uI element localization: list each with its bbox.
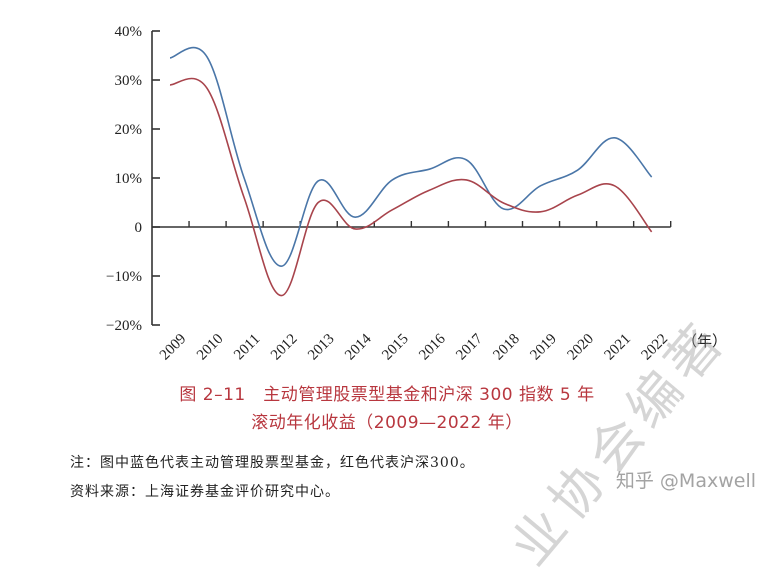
y-tick-label: 20% xyxy=(115,122,143,138)
x-tick-label: 2021 xyxy=(602,331,635,364)
x-tick-label: 2010 xyxy=(194,331,227,364)
x-tick-label: 2013 xyxy=(305,331,338,364)
x-tick-label: 2016 xyxy=(416,331,449,364)
y-tick-label: −20% xyxy=(106,318,142,334)
y-tick-label: −10% xyxy=(106,269,142,285)
x-tick-label: 2018 xyxy=(490,331,523,364)
x-tick-label: 2015 xyxy=(379,331,412,364)
x-axis-unit-label: （年） xyxy=(682,333,727,350)
figure-source: 资料来源：上海证券基金评价研究中心。 xyxy=(70,484,340,500)
y-tick-label: 10% xyxy=(115,171,143,187)
x-tick-label: 2014 xyxy=(342,331,375,364)
y-tick-label: 30% xyxy=(115,73,143,89)
series-line-blue-fund xyxy=(169,46,653,268)
series-lines xyxy=(169,46,653,297)
y-axis: 40% 30% 20% 10% 0 −10% −20% xyxy=(106,24,160,334)
figure-note: 注：图中蓝色代表主动管理股票型基金，红色代表沪深300。 xyxy=(70,455,475,471)
x-tick-label: 2012 xyxy=(268,331,301,364)
x-tick-label: 2020 xyxy=(564,331,597,364)
y-tick-label: 0 xyxy=(135,220,143,236)
y-tick-label: 40% xyxy=(115,24,143,40)
zhihu-watermark: 知乎 @Maxwell xyxy=(615,470,756,492)
line-chart: 40%30%20%10%0−10%−20% 2009 2010 2011 2012 20… xyxy=(106,24,727,364)
x-tick-label: 2022 xyxy=(639,331,672,364)
x-tick-label: 2009 xyxy=(157,331,190,364)
figure-caption-line1: 图 2–11 主动管理股票型基金和沪深 300 指数 5 年 xyxy=(179,385,595,405)
series-line-red-csi300 xyxy=(169,77,653,297)
x-tick-label: 2019 xyxy=(527,331,560,364)
x-tick-label: 2011 xyxy=(231,331,263,363)
x-axis: 2009 2010 2011 2012 2013 2014 2015 2016 2017 2018… xyxy=(152,221,672,364)
x-tick-label: 2017 xyxy=(453,331,486,364)
figure-caption-line2: 滚动年化收益（2009—2022 年） xyxy=(251,413,523,433)
